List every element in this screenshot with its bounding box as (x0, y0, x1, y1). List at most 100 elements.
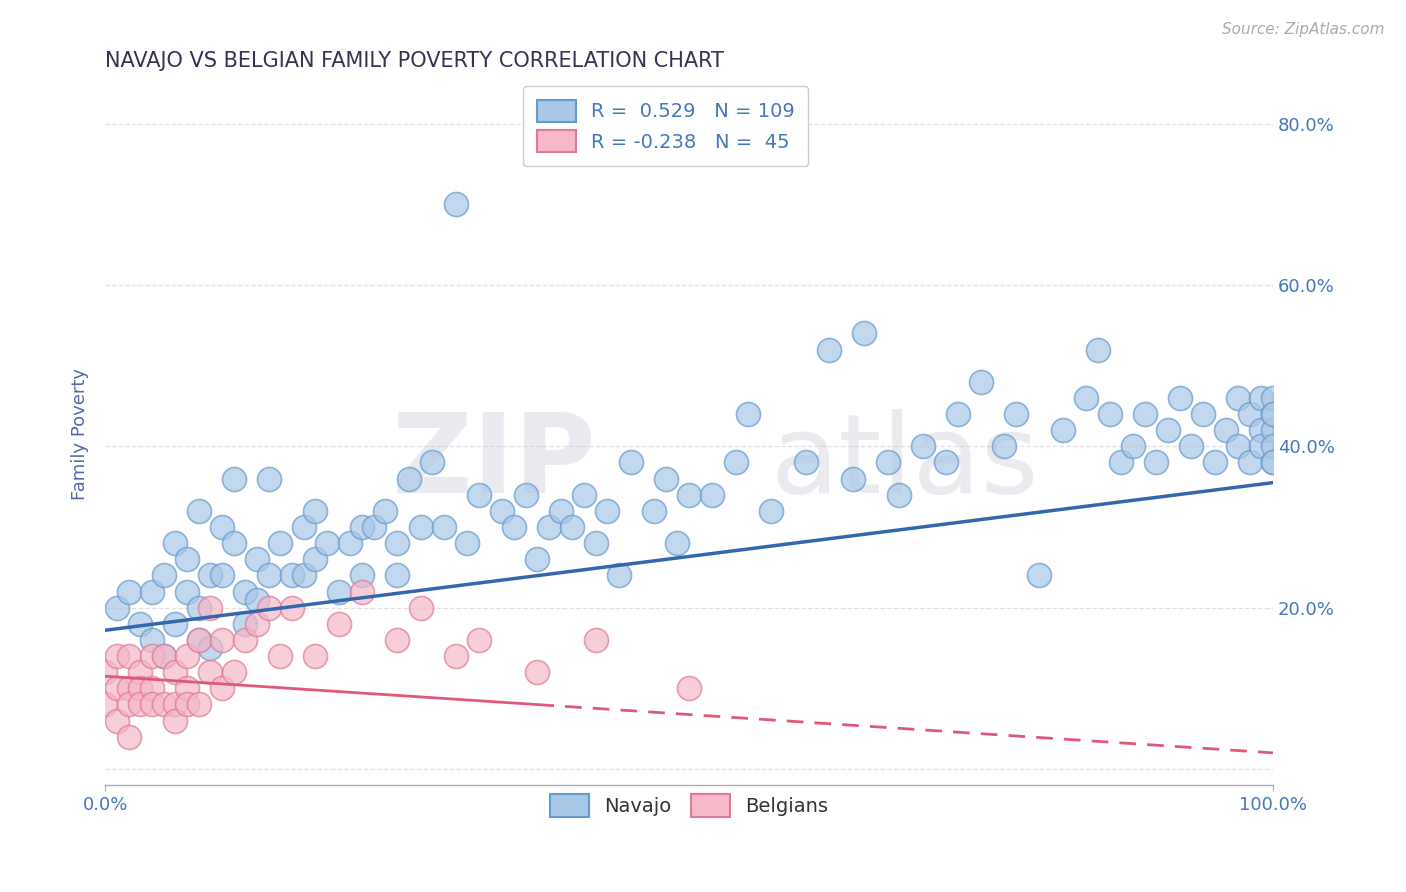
Point (176, 648, 198, 663)
Point (141, 584, 163, 599)
Point (187, 600, 209, 615)
Point (165, 698, 187, 712)
Point (759, 504, 782, 518)
Point (246, 552, 269, 566)
Point (1261, 407, 1284, 421)
Point (152, 648, 174, 663)
Point (281, 568, 304, 582)
Point (409, 600, 432, 615)
Point (352, 584, 374, 599)
Point (200, 665, 222, 680)
Point (1261, 439, 1284, 453)
Point (94, 665, 117, 680)
Point (1076, 391, 1098, 405)
Point (946, 407, 969, 421)
Point (257, 568, 280, 582)
Point (911, 439, 934, 453)
Point (433, 520, 456, 534)
Point (281, 600, 304, 615)
Point (1157, 423, 1180, 437)
Point (1192, 407, 1215, 421)
Point (385, 536, 408, 550)
Point (876, 455, 898, 469)
Point (328, 616, 350, 631)
Point (1180, 439, 1202, 453)
Point (211, 632, 233, 647)
Point (222, 665, 245, 680)
Point (1261, 423, 1284, 437)
Point (105, 648, 128, 663)
Point (620, 455, 643, 469)
Point (363, 520, 385, 534)
Point (339, 536, 361, 550)
Point (222, 472, 245, 486)
Point (200, 568, 222, 582)
Point (794, 455, 817, 469)
Text: Source: ZipAtlas.com: Source: ZipAtlas.com (1222, 22, 1385, 37)
Point (596, 504, 619, 518)
Point (246, 616, 269, 631)
Point (409, 520, 432, 534)
Point (503, 520, 526, 534)
Point (165, 714, 187, 728)
Point (1261, 455, 1284, 469)
Point (398, 472, 420, 486)
Point (141, 698, 163, 712)
Point (1227, 439, 1250, 453)
Point (141, 648, 163, 663)
Point (304, 552, 326, 566)
Point (737, 407, 759, 421)
Point (1250, 391, 1272, 405)
Legend: Navajo, Belgians: Navajo, Belgians (543, 787, 837, 824)
Point (526, 552, 548, 566)
Point (1087, 343, 1109, 357)
Point (444, 648, 467, 663)
Point (1227, 391, 1250, 405)
Point (152, 568, 174, 582)
Point (1098, 407, 1121, 421)
Point (550, 504, 572, 518)
Point (1261, 407, 1284, 421)
Point (176, 681, 198, 696)
Point (211, 520, 233, 534)
Point (94, 698, 117, 712)
Point (141, 632, 163, 647)
Point (141, 681, 163, 696)
Point (129, 616, 152, 631)
Point (1122, 439, 1144, 453)
Point (1005, 407, 1028, 421)
Point (1204, 455, 1226, 469)
Point (702, 488, 724, 502)
Point (1109, 455, 1132, 469)
Point (853, 326, 876, 341)
Point (1168, 391, 1191, 405)
Point (993, 439, 1015, 453)
Point (165, 536, 187, 550)
Point (117, 681, 139, 696)
Point (818, 343, 841, 357)
Point (526, 665, 548, 680)
Point (1261, 455, 1284, 469)
Point (1215, 423, 1237, 437)
Y-axis label: Family Poverty: Family Poverty (72, 368, 89, 500)
Text: NAVAJO VS BELGIAN FAMILY POVERTY CORRELATION CHART: NAVAJO VS BELGIAN FAMILY POVERTY CORRELA… (105, 51, 724, 70)
Point (292, 520, 315, 534)
Point (643, 504, 665, 518)
Point (666, 536, 689, 550)
Point (935, 455, 957, 469)
Point (385, 632, 408, 647)
Point (537, 520, 560, 534)
Point (200, 600, 222, 615)
Point (235, 616, 257, 631)
Point (129, 665, 152, 680)
Point (105, 714, 128, 728)
Point (352, 520, 374, 534)
Point (129, 698, 152, 712)
Point (187, 632, 209, 647)
Point (468, 632, 491, 647)
Point (176, 698, 198, 712)
Point (269, 536, 291, 550)
Point (678, 488, 700, 502)
Point (257, 600, 280, 615)
Point (105, 681, 128, 696)
